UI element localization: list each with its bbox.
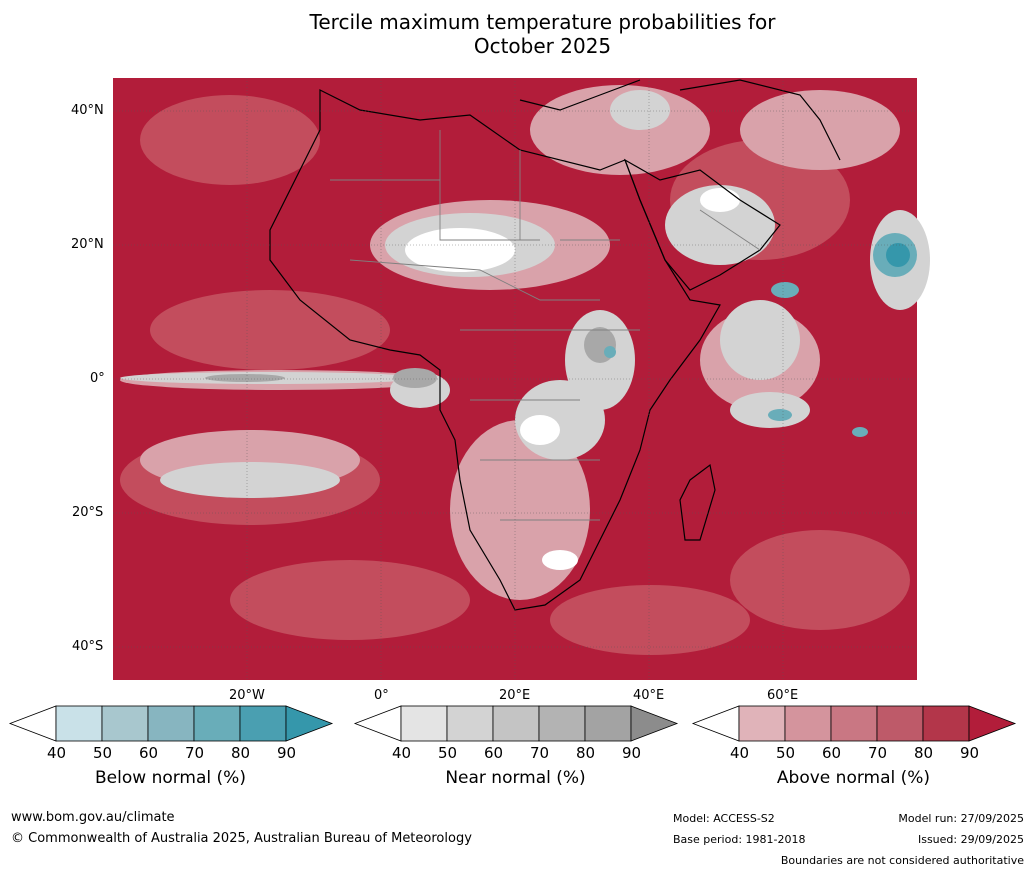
colorbar-below-normal-segment — [193, 705, 241, 742]
colorbar-title-above-normal: Above normal (%) — [776, 768, 931, 788]
map-title: Tercile maximum temperature probabilitie… — [0, 10, 1035, 58]
colorbar-title-near-normal: Near normal (%) — [445, 768, 586, 788]
lon-label-20w: 20°W — [229, 688, 265, 703]
lat-label-0: 0° — [90, 371, 105, 386]
map-panel — [113, 78, 930, 680]
lon-label-0: 0° — [374, 688, 389, 703]
colorbar-above-normal-segment — [738, 705, 786, 742]
map-title-line-2: October 2025 — [473, 34, 612, 58]
colorbar-above-normal-tick-label: 70 — [868, 744, 888, 762]
colorbar-near-normal-max-tip — [630, 705, 679, 742]
colorbar-below-normal-max-tip — [285, 705, 334, 742]
colorbar-title-below-normal: Below normal (%) — [95, 768, 246, 788]
footer-base-period: Base period: 1981-2018 — [673, 833, 806, 846]
map-title-line-1: Tercile maximum temperature probabilitie… — [309, 10, 776, 34]
colorbars — [8, 705, 1017, 742]
footer-disclaimer: Boundaries are not considered authoritat… — [780, 854, 1024, 867]
colorbar-above-normal-segment — [830, 705, 878, 742]
footer-copyright: © Commonwealth of Australia 2025, Austra… — [11, 831, 472, 846]
colorbar-below-normal-tick-label: 90 — [277, 744, 297, 762]
footer-issued: Issued: 29/09/2025 — [917, 833, 1024, 846]
colorbar-near-normal-tick-label: 70 — [530, 744, 550, 762]
colorbar-below-normal-segment — [239, 705, 287, 742]
footer-model-run: Model run: 27/09/2025 — [898, 812, 1024, 825]
footer-model: Model: ACCESS-S2 — [673, 812, 775, 825]
colorbar-below-normal-segment — [55, 705, 103, 742]
lon-label-40e: 40°E — [633, 688, 665, 703]
colorbar-near-normal-segment — [446, 705, 494, 742]
colorbar-above-normal-tick-label: 90 — [960, 744, 980, 762]
colorbar-below-normal-segment — [101, 705, 149, 742]
colorbar-near-normal-segment — [584, 705, 632, 742]
colorbar-near-normal-tick-label: 50 — [438, 744, 458, 762]
colorbar-below-normal-min-tip — [8, 705, 57, 742]
colorbar-below-normal-tick-label: 50 — [93, 744, 113, 762]
colorbar-near-normal-segment — [400, 705, 448, 742]
colorbar-above-normal-tick-label: 50 — [776, 744, 796, 762]
lat-label-20s: 20°S — [72, 505, 104, 520]
colorbar-above-normal-min-tip — [691, 705, 740, 742]
colorbar-above-normal-segment — [784, 705, 832, 742]
colorbar-below-normal-tick-label: 70 — [185, 744, 205, 762]
lat-label-40n: 40°N — [71, 103, 104, 118]
colorbar-near-normal-tick-label: 90 — [622, 744, 642, 762]
colorbar-near-normal-tick-label: 60 — [484, 744, 504, 762]
colorbar-near-normal-segment — [538, 705, 586, 742]
lon-label-60e: 60°E — [767, 688, 799, 703]
colorbar-near-normal-min-tip — [353, 705, 402, 742]
colorbar-above-normal-segment — [876, 705, 924, 742]
colorbar-above-normal-tick-label: 60 — [822, 744, 842, 762]
colorbar-below-normal-tick-label: 60 — [139, 744, 159, 762]
colorbar-above-normal-tick-label: 80 — [914, 744, 934, 762]
lon-label-20e: 20°E — [499, 688, 531, 703]
colorbar-near-normal-tick-label: 40 — [392, 744, 412, 762]
lat-label-40s: 40°S — [72, 639, 104, 654]
colorbar-below-normal-tick-label: 80 — [231, 744, 251, 762]
lat-label-20n: 20°N — [71, 237, 104, 252]
colorbar-above-normal-tick-label: 40 — [730, 744, 750, 762]
colorbar-near-normal-segment — [492, 705, 540, 742]
colorbar-above-normal-max-tip — [968, 705, 1017, 742]
colorbar-below-normal-tick-label: 40 — [47, 744, 67, 762]
colorbar-below-normal-segment — [147, 705, 195, 742]
colorbar-above-normal-segment — [922, 705, 970, 742]
footer-website: www.bom.gov.au/climate — [11, 810, 175, 825]
colorbar-near-normal-tick-label: 80 — [576, 744, 596, 762]
